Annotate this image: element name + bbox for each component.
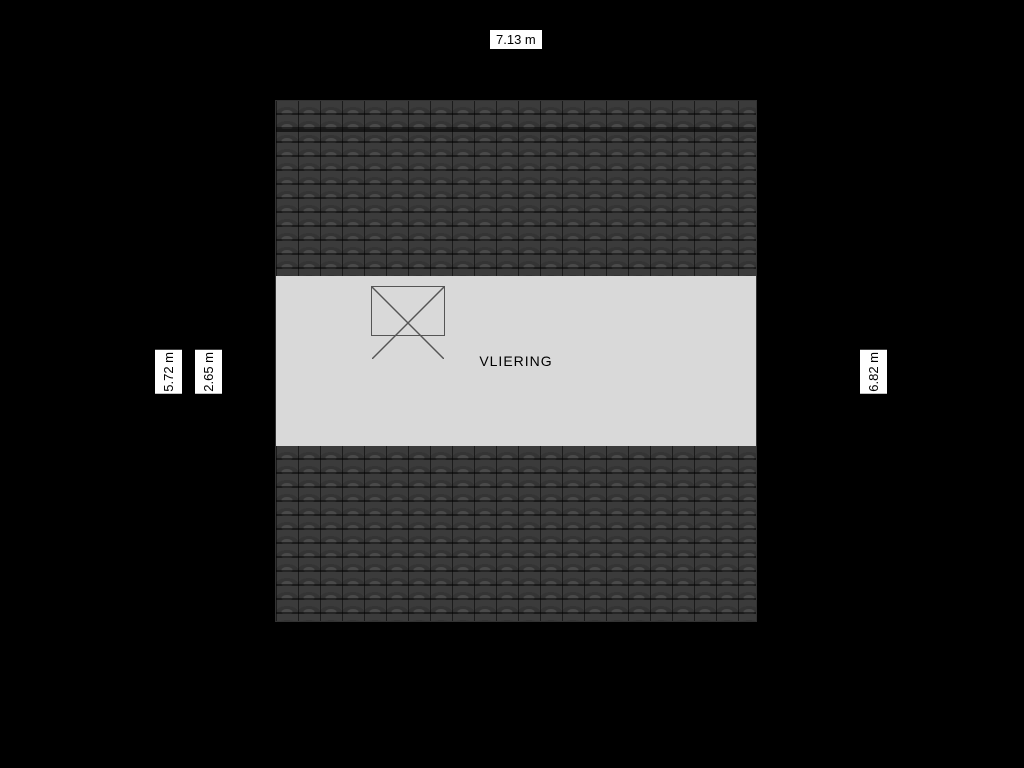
roof-ridge-line bbox=[276, 129, 756, 132]
roof-slope-top bbox=[276, 101, 756, 276]
loft-label: VLIERING bbox=[479, 353, 552, 369]
dimension-height-right: 6.82 m bbox=[860, 350, 887, 394]
dimension-height-inner: 2.65 m bbox=[195, 350, 222, 394]
roof-slope-bottom bbox=[276, 446, 756, 621]
floorplan-stage: VLIERING 7.13 m 6.82 m 5.72 m 2.65 m bbox=[0, 0, 1024, 768]
dimension-height-outer: 5.72 m bbox=[155, 350, 182, 394]
loft-hatch-icon bbox=[371, 286, 445, 336]
dimension-width: 7.13 m bbox=[490, 30, 542, 49]
loft-area: VLIERING bbox=[276, 276, 756, 446]
roof-plan: VLIERING bbox=[275, 100, 757, 622]
